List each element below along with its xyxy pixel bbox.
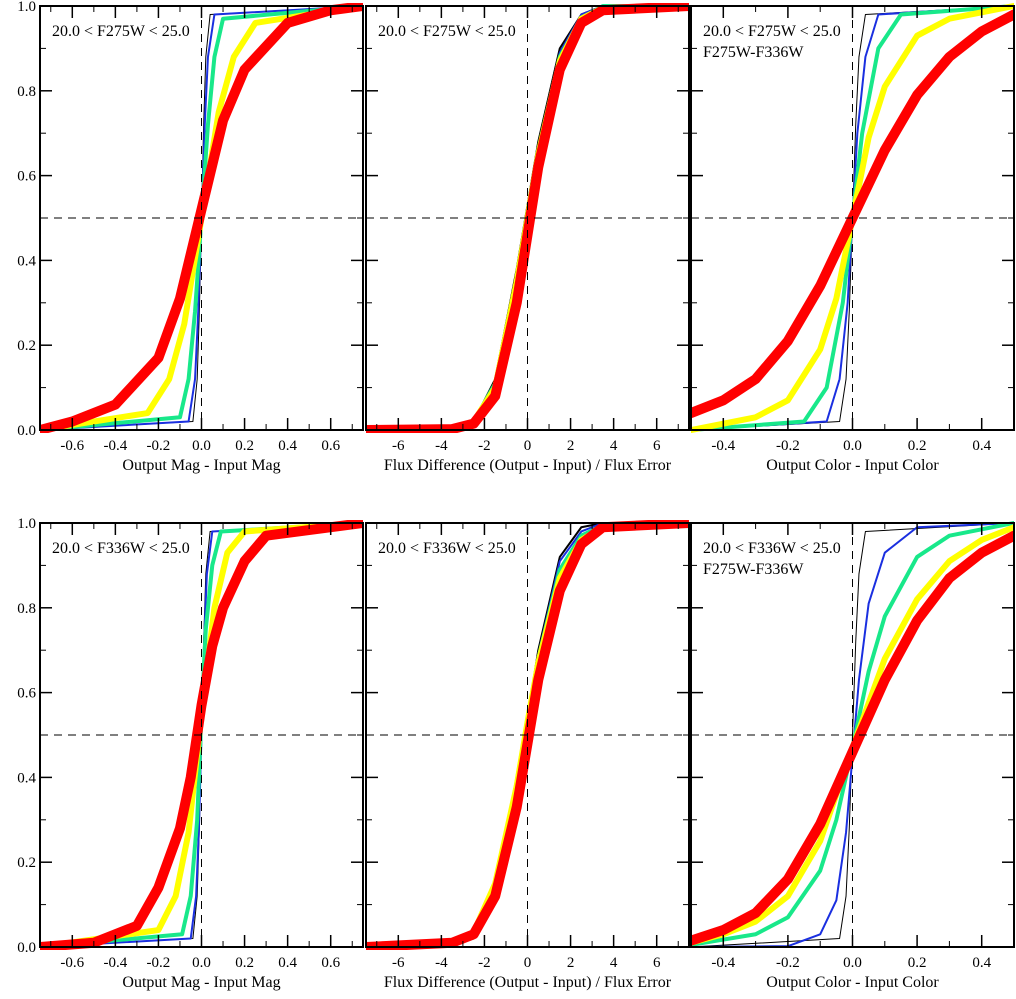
- x-tick-label: -2: [478, 438, 491, 454]
- x-tick-label: -0.4: [103, 955, 127, 971]
- x-tick-label: 2: [567, 438, 575, 454]
- x-tick-label: 0.4: [972, 955, 991, 971]
- x-tick-label: -0.2: [776, 438, 800, 454]
- panel-annotation: 20.0 < F275W < 25.0: [378, 23, 516, 40]
- panel-annotation: F275W-F336W: [703, 561, 804, 578]
- x-tick-label: 0.4: [972, 438, 991, 454]
- x-tick-label: 0.0: [843, 955, 862, 971]
- x-tick-label: 0.6: [321, 438, 340, 454]
- y-tick-label: 0.4: [17, 770, 36, 786]
- x-tick-label: 0.4: [278, 438, 297, 454]
- series-group: [40, 520, 363, 950]
- x-tick-label: 0.2: [235, 955, 254, 971]
- x-tick-label: 0: [524, 955, 532, 971]
- x-tick-label: 0.4: [278, 955, 297, 971]
- x-tick-label: -4: [435, 438, 448, 454]
- x-axis-label: Output Color - Input Color: [766, 457, 939, 474]
- x-tick-label: -0.4: [711, 955, 735, 971]
- x-tick-label: -6: [392, 955, 405, 971]
- panel-annotation: 20.0 < F336W < 25.0: [52, 540, 190, 557]
- y-tick-label: 0.4: [17, 253, 36, 269]
- x-tick-label: -4: [435, 955, 448, 971]
- x-tick-label: 0.0: [192, 438, 211, 454]
- x-axis-label: Output Mag - Input Mag: [122, 974, 280, 991]
- x-tick-label: 0.2: [908, 955, 927, 971]
- panel-2: -6 -4 -2 0 2 4 6 Flux Difference (Output - Inpu…: [365, 3, 690, 474]
- x-tick-label: 0.0: [192, 955, 211, 971]
- x-tick-label: -0.2: [147, 955, 171, 971]
- x-tick-label: -0.4: [711, 438, 735, 454]
- x-tick-label: 2: [567, 955, 575, 971]
- x-axis-label: Flux Difference (Output - Input) / Flux …: [384, 457, 672, 474]
- x-tick-label: -6: [392, 438, 405, 454]
- y-tick-label: 0.0: [17, 940, 36, 956]
- x-tick-label: 4: [610, 955, 618, 971]
- series-line-red: [691, 9, 1014, 419]
- y-tick-label: 0.0: [17, 423, 36, 439]
- x-tick-label: -0.6: [60, 955, 84, 971]
- y-tick-label: 1.0: [17, 516, 36, 532]
- y-tick-label: 0.2: [17, 855, 36, 871]
- x-tick-label: 4: [610, 438, 618, 454]
- x-tick-label: -0.6: [60, 438, 84, 454]
- panel-annotation: F275W-F336W: [703, 44, 804, 61]
- x-tick-label: 6: [653, 955, 661, 971]
- panel-5: -6 -4 -2 0 2 4 6 Flux Difference (Output - Inpu…: [365, 520, 690, 991]
- x-axis-label: Flux Difference (Output - Input) / Flux …: [384, 974, 672, 991]
- panel-annotation: 20.0 < F275W < 25.0: [52, 23, 190, 40]
- x-tick-label: -2: [478, 955, 491, 971]
- panel-1: -0.6 -0.4 -0.2 0.0 0.2 0.4 0.6 0.0 0.2 0.4 0.6 0.8 1…: [17, 0, 364, 474]
- panel-annotation: 20.0 < F336W < 25.0: [703, 540, 841, 557]
- panel-annotation: 20.0 < F275W < 25.0: [703, 23, 841, 40]
- x-axis-label: Output Mag - Input Mag: [122, 457, 280, 474]
- y-tick-label: 1.0: [17, 0, 36, 15]
- x-tick-label: -0.2: [147, 438, 171, 454]
- panel-annotation: 20.0 < F336W < 25.0: [378, 540, 516, 557]
- x-tick-label: -0.4: [103, 438, 127, 454]
- y-tick-label: 0.6: [17, 169, 36, 185]
- x-tick-label: 0.2: [908, 438, 927, 454]
- y-tick-label: 0.8: [17, 601, 36, 617]
- y-tick-label: 0.8: [17, 84, 36, 100]
- series-line-red: [366, 520, 689, 950]
- panel-3: -0.4 -0.2 0.0 0.2 0.4 Output Color - Input Co…: [690, 3, 1015, 474]
- panel-6: -0.4 -0.2 0.0 0.2 0.4 Output Color - Input Co…: [690, 521, 1015, 991]
- y-tick-label: 0.6: [17, 686, 36, 702]
- x-tick-label: 6: [653, 438, 661, 454]
- series-line-red: [40, 520, 363, 950]
- panel-4: -0.6 -0.4 -0.2 0.0 0.2 0.4 0.6 0.0 0.2 0.4 0.6 0.8 1…: [17, 516, 364, 991]
- x-tick-label: 0.6: [321, 955, 340, 971]
- x-tick-label: 0: [524, 438, 532, 454]
- x-tick-label: -0.2: [776, 955, 800, 971]
- x-axis-label: Output Color - Input Color: [766, 974, 939, 991]
- x-tick-label: 0.0: [843, 438, 862, 454]
- x-tick-label: 0.2: [235, 438, 254, 454]
- y-tick-label: 0.2: [17, 338, 36, 354]
